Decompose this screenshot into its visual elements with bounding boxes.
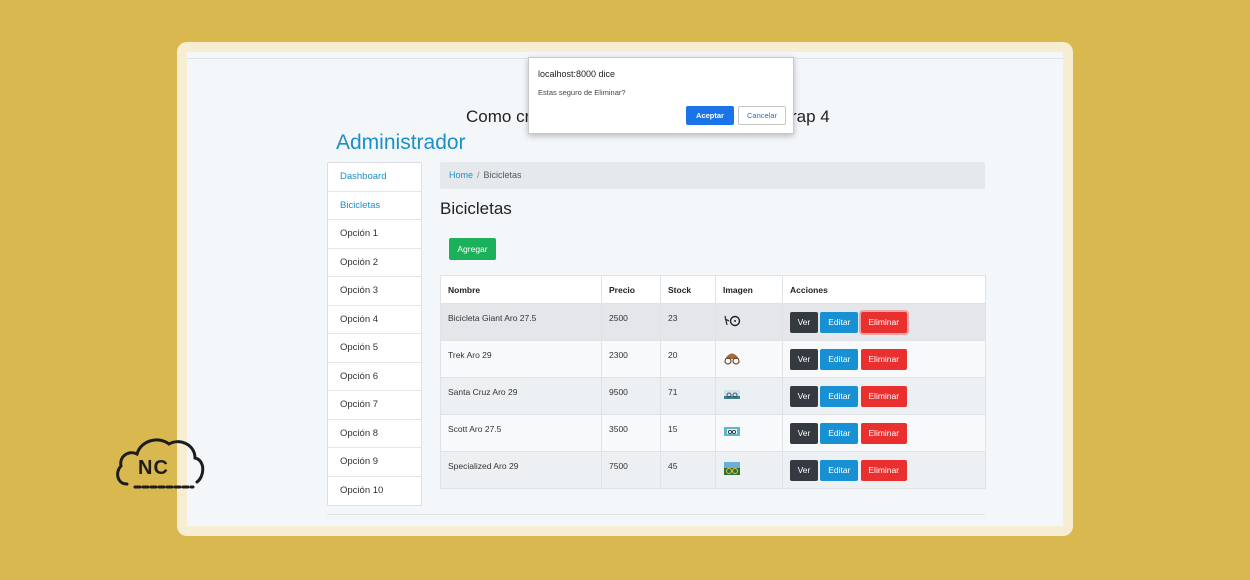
breadcrumb-home-link[interactable]: Home bbox=[449, 170, 474, 180]
bike-thumbnail-icon bbox=[724, 462, 740, 475]
brand-title: Administrador bbox=[336, 131, 466, 154]
cell-imagen bbox=[715, 414, 783, 452]
sidebar-item-opcion-4[interactable]: Opción 4 bbox=[328, 306, 421, 334]
table-row: Specialized Aro 29 7500 45 Ver Editar El… bbox=[440, 451, 986, 489]
cell-precio: 2500 bbox=[601, 303, 661, 341]
column-header-precio: Precio bbox=[601, 275, 661, 304]
cell-stock: 20 bbox=[660, 340, 716, 378]
cell-stock: 23 bbox=[660, 303, 716, 341]
ver-button[interactable]: Ver bbox=[790, 460, 818, 481]
footer-divider bbox=[327, 514, 985, 515]
cell-imagen bbox=[715, 340, 783, 378]
cell-stock: 15 bbox=[660, 414, 716, 452]
sidebar: Dashboard Bicicletas Opción 1 Opción 2 O… bbox=[327, 162, 422, 506]
ver-button[interactable]: Ver bbox=[790, 349, 818, 370]
eliminar-button[interactable]: Eliminar bbox=[860, 312, 907, 333]
cell-nombre: Specialized Aro 29 bbox=[440, 451, 602, 489]
editar-button[interactable]: Editar bbox=[820, 460, 859, 481]
cell-acciones: Ver Editar Eliminar bbox=[782, 377, 986, 415]
cell-stock: 45 bbox=[660, 451, 716, 489]
cell-precio: 2300 bbox=[601, 340, 661, 378]
eliminar-button[interactable]: Eliminar bbox=[860, 460, 907, 481]
accept-button[interactable]: Aceptar bbox=[686, 106, 734, 125]
dialog-title: localhost:8000 dice bbox=[538, 69, 616, 79]
breadcrumb-separator: / bbox=[477, 170, 480, 180]
breadcrumb-current: Bicicletas bbox=[483, 170, 522, 180]
cell-nombre: Trek Aro 29 bbox=[440, 340, 602, 378]
table-row: Bicicleta Giant Aro 27.5 2500 23 Ver Edi… bbox=[440, 303, 986, 341]
sidebar-item-opcion-7[interactable]: Opción 7 bbox=[328, 391, 421, 420]
table-row: Scott Aro 27.5 3500 15 Ver Editar Elimin… bbox=[440, 414, 986, 452]
cell-stock: 71 bbox=[660, 377, 716, 415]
cell-nombre: Bicicleta Giant Aro 27.5 bbox=[440, 303, 602, 341]
ver-button[interactable]: Ver bbox=[790, 423, 818, 444]
sidebar-item-opcion-1[interactable]: Opción 1 bbox=[328, 220, 421, 249]
editar-button[interactable]: Editar bbox=[820, 386, 859, 407]
cell-nombre: Scott Aro 27.5 bbox=[440, 414, 602, 452]
logo-text: NC bbox=[138, 457, 169, 479]
sidebar-item-opcion-10[interactable]: Opción 10 bbox=[340, 484, 384, 496]
confirm-dialog: localhost:8000 dice Estas seguro de Elim… bbox=[528, 57, 794, 134]
cell-acciones: Ver Editar Eliminar bbox=[782, 303, 986, 341]
sidebar-item-bicicletas[interactable]: Bicicletas bbox=[328, 192, 421, 220]
editar-button[interactable]: Editar bbox=[820, 423, 859, 444]
editar-button[interactable]: Editar bbox=[820, 349, 859, 370]
cell-precio: 3500 bbox=[601, 414, 661, 452]
breadcrumb: Home / Bicicletas bbox=[440, 162, 985, 189]
editar-button[interactable]: Editar bbox=[820, 312, 859, 333]
cell-acciones: Ver Editar Eliminar bbox=[782, 414, 986, 452]
dialog-message: Estas seguro de Eliminar? bbox=[538, 88, 626, 97]
eliminar-button[interactable]: Eliminar bbox=[860, 423, 907, 444]
table-row: Santa Cruz Aro 29 9500 71 Ver Editar Eli… bbox=[440, 377, 986, 415]
section-title: Bicicletas bbox=[440, 199, 512, 218]
add-button[interactable]: Agregar bbox=[449, 238, 496, 260]
cell-imagen bbox=[715, 451, 783, 489]
bike-thumbnail-icon bbox=[724, 315, 741, 327]
column-header-stock: Stock bbox=[660, 275, 716, 304]
cloud-logo-icon bbox=[116, 438, 205, 489]
bicycles-table: Nombre Precio Stock Imagen Acciones Bici… bbox=[440, 275, 986, 489]
eliminar-button[interactable]: Eliminar bbox=[860, 349, 907, 370]
column-header-acciones: Acciones bbox=[782, 275, 986, 304]
cell-precio: 9500 bbox=[601, 377, 661, 415]
column-header-nombre: Nombre bbox=[440, 275, 602, 304]
sidebar-item-opcion-3[interactable]: Opción 3 bbox=[328, 277, 421, 306]
column-header-imagen: Imagen bbox=[715, 275, 783, 304]
sidebar-item-opcion-2[interactable]: Opción 2 bbox=[328, 249, 421, 277]
bike-thumbnail-icon bbox=[724, 353, 740, 365]
cell-acciones: Ver Editar Eliminar bbox=[782, 340, 986, 378]
cell-imagen bbox=[715, 377, 783, 415]
table-row: Trek Aro 29 2300 20 Ver Editar Eliminar bbox=[440, 340, 986, 378]
sidebar-item-opcion-9[interactable]: Opción 9 bbox=[328, 448, 421, 477]
sidebar-item-opcion-5[interactable]: Opción 5 bbox=[328, 334, 421, 363]
cell-acciones: Ver Editar Eliminar bbox=[782, 451, 986, 489]
browser-viewport: Como crear un CRUD con Laravel y Bootstr… bbox=[187, 52, 1063, 526]
sidebar-item-opcion-6[interactable]: Opción 6 bbox=[328, 363, 421, 391]
ver-button[interactable]: Ver bbox=[790, 386, 818, 407]
eliminar-button[interactable]: Eliminar bbox=[860, 386, 907, 407]
cell-nombre: Santa Cruz Aro 29 bbox=[440, 377, 602, 415]
cell-imagen bbox=[715, 303, 783, 341]
table-header-row: Nombre Precio Stock Imagen Acciones bbox=[440, 275, 986, 304]
sidebar-item-dashboard[interactable]: Dashboard bbox=[328, 163, 421, 192]
sidebar-item-opcion-8[interactable]: Opción 8 bbox=[328, 420, 421, 448]
cancel-button[interactable]: Cancelar bbox=[738, 106, 786, 125]
cell-precio: 7500 bbox=[601, 451, 661, 489]
bike-thumbnail-icon bbox=[724, 390, 740, 399]
bike-thumbnail-icon bbox=[724, 427, 740, 436]
ver-button[interactable]: Ver bbox=[790, 312, 818, 333]
